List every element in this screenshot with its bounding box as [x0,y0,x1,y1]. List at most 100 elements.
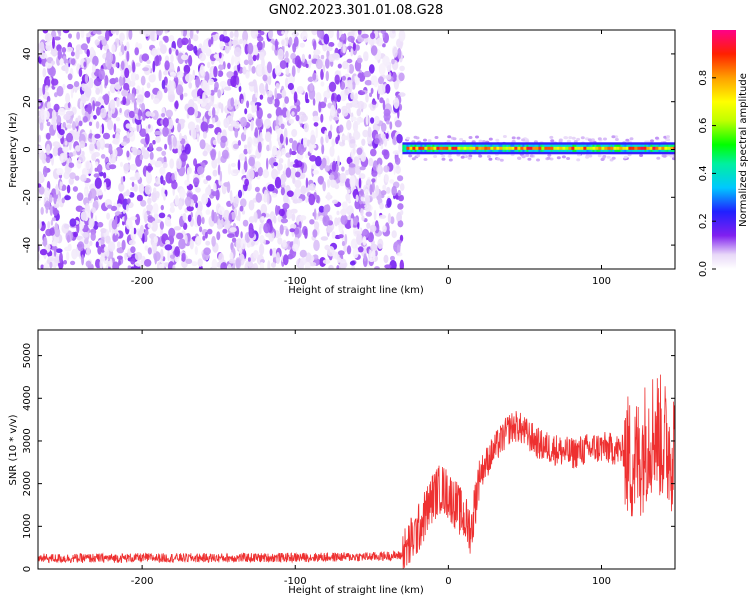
spectrogram-cell [334,217,339,227]
spectrogram-cell [517,146,521,150]
spectrogram-cell [40,264,44,269]
spectrogram-cell [606,155,611,159]
spectrogram-cell [129,131,136,142]
spectrogram-cell [55,248,63,253]
spectrogram-cell [538,146,542,150]
spectrogram-cell [211,117,216,124]
spectrogram-cell [446,139,451,143]
spectrogram-cell [163,70,168,76]
spectrogram-cell [251,104,255,113]
spectrogram-cell [38,186,45,195]
spectrogram-cell [303,137,308,143]
spectrogram-cell [319,257,327,267]
spectrogram-cell [247,141,252,149]
spectrogram-cell [266,193,270,205]
spectrogram-cell [79,140,86,149]
spectrogram-cell [255,92,258,98]
spectrogram-cell [262,40,266,49]
spectrogram-cell [72,121,76,131]
spectrogram-cell [165,109,173,118]
spectrogram-cell [585,155,590,159]
spectrogram-cell [362,129,369,138]
spectrogram-cell [183,92,188,97]
spectrogram-cell [118,51,123,57]
spectrogram-cell [248,156,256,167]
spectrogram-cell [181,37,189,46]
spectrogram-cell [126,93,133,101]
spectrogram-cell [290,150,297,156]
spectrogram-cell [84,73,89,84]
spectrogram-cell [327,179,331,188]
spectrogram-cell [286,110,290,118]
x-tick-label: 100 [592,576,611,587]
spectrogram-cell [189,30,194,39]
spectrogram-cell [309,262,317,267]
x-tick-label: -100 [284,576,307,587]
spectrogram-cell [179,132,182,142]
spectrogram-cell [652,146,656,150]
spectrogram-cell [329,146,335,157]
spectrogram-cell [61,197,65,204]
spectrogram-cell [330,104,336,117]
spectrogram-cell [254,186,260,192]
spectrogram-cell [247,183,251,192]
spectrogram-cell [152,110,159,120]
spectrogram-cell [44,33,53,42]
spectrogram-cell [666,138,671,142]
spectrogram-cell [134,149,142,156]
spectrogram-cell [392,46,398,58]
spectrogram-cell [228,125,235,132]
spectrogram-cell [243,59,249,66]
spectrogram-cell [292,243,299,252]
spectrogram-cell [100,236,105,245]
spectrogram-cell [343,244,347,253]
spectrogram-cell [383,254,389,264]
spectrogram-cell [402,144,405,152]
spectrogram-cell [658,146,662,150]
spectrogram-cell [53,246,57,257]
spectrogram-cell [281,89,287,99]
spectrogram-cell [315,126,318,139]
spectrogram-cell [442,146,446,150]
spectrogram-cell [452,137,457,141]
spectrogram-cell [238,85,242,93]
spectrogram-cell [45,41,52,46]
spectrogram-cell [408,154,413,158]
spectrogram-cell [547,153,552,157]
spectrogram-cell [193,158,198,167]
spectrogram-cell [128,239,136,246]
spectrogram-cell [286,62,289,69]
spectrogram-cell [338,124,344,133]
spectrogram-cell [127,265,132,269]
spectrogram-cell [541,146,545,150]
spectrogram-cell [266,61,273,74]
spectrogram-cell [288,36,293,46]
spectrogram-cell [70,86,74,99]
spectrogram-cell [205,186,211,196]
spectrogram-cell [300,185,307,195]
spectrogram-cell [312,229,318,238]
spectrogram-cell [326,192,331,201]
y-tick-label: 1000 [22,514,33,539]
spectrogram-cell [111,219,118,230]
spectrogram-cell [370,32,376,40]
spectrogram-cell [393,163,396,176]
snr-y-ticks: 0 1000 2000 3000 4000 5000 [22,343,675,572]
spectrogram-cell [323,204,329,217]
spectrogram-cell [84,238,89,245]
spectrogram-cell [619,146,623,150]
spectrogram-cell [320,54,325,60]
spectrogram-cell [374,250,378,257]
spectrogram-cell [244,178,250,187]
spectrogram-cell [207,228,213,235]
spectrogram-cell [186,43,194,52]
spectrogram-cell [230,57,234,66]
spectrogram-cell [91,64,96,73]
spectrogram-cell [278,208,285,217]
spectrogram-cell [433,146,437,150]
spectrogram-cell [564,136,569,140]
spectrogram-cell [43,262,49,269]
spectrogram-cell [253,250,259,259]
spectrogram-cell [640,146,644,150]
spectrogram-cell [395,165,401,174]
